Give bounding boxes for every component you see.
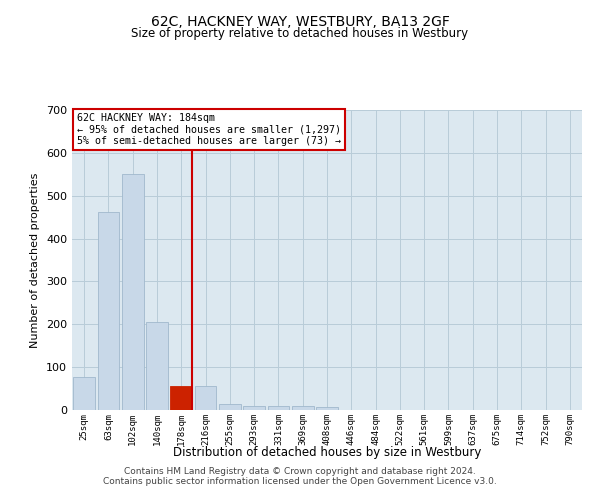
Text: Distribution of detached houses by size in Westbury: Distribution of detached houses by size … [173, 446, 481, 459]
Text: 62C HACKNEY WAY: 184sqm
← 95% of detached houses are smaller (1,297)
5% of semi-: 62C HACKNEY WAY: 184sqm ← 95% of detache… [77, 113, 341, 146]
Bar [219, 404, 241, 410]
Bar [243, 406, 265, 410]
Bar [316, 406, 338, 410]
Y-axis label: Number of detached properties: Number of detached properties [31, 172, 40, 348]
Text: Contains public sector information licensed under the Open Government Licence v3: Contains public sector information licen… [103, 477, 497, 486]
Text: Contains HM Land Registry data © Crown copyright and database right 2024.: Contains HM Land Registry data © Crown c… [124, 467, 476, 476]
Text: 62C, HACKNEY WAY, WESTBURY, BA13 2GF: 62C, HACKNEY WAY, WESTBURY, BA13 2GF [151, 15, 449, 29]
Bar [194, 386, 217, 410]
Bar [146, 322, 168, 410]
Bar [97, 212, 119, 410]
Bar [73, 376, 95, 410]
Bar [170, 386, 192, 410]
Bar [292, 406, 314, 410]
Text: Size of property relative to detached houses in Westbury: Size of property relative to detached ho… [131, 28, 469, 40]
Bar [122, 174, 143, 410]
Bar [268, 406, 289, 410]
